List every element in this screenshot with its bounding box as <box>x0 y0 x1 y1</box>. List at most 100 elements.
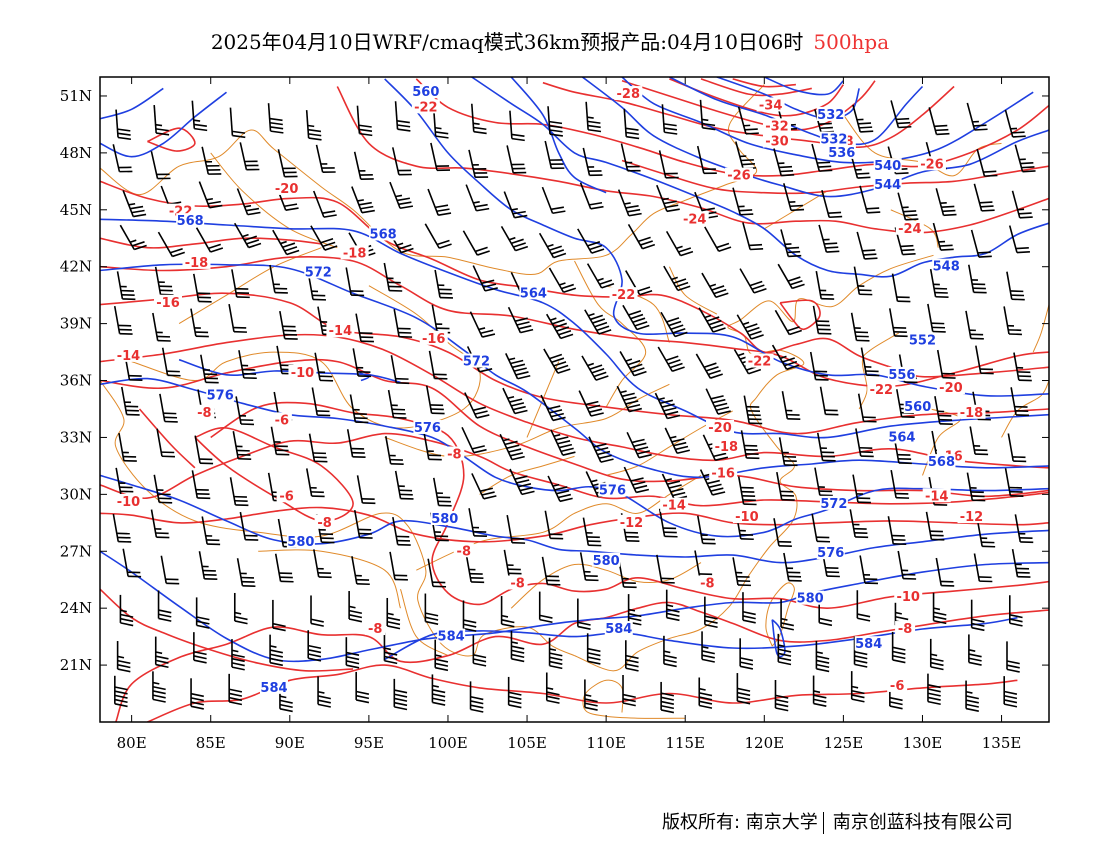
wind-barb <box>229 477 249 507</box>
wind-barb <box>310 225 338 251</box>
height-label-bg <box>887 366 916 381</box>
wind-barb <box>935 557 955 587</box>
wind-barb <box>1003 676 1018 708</box>
wind-barb <box>198 551 218 581</box>
wind-barb <box>856 590 871 622</box>
wind-barb <box>658 150 679 179</box>
wind-barb <box>694 550 713 580</box>
y-tick-label: 51N <box>60 87 92 105</box>
wind-barb <box>507 676 522 709</box>
wind-barb <box>190 678 204 710</box>
wind-barb <box>586 633 601 665</box>
wind-barb <box>578 390 604 417</box>
wind-barb <box>859 555 879 585</box>
temperature-label: -26 <box>920 157 944 172</box>
wind-barb <box>777 263 805 290</box>
temperature-label-bg <box>887 677 908 692</box>
height-label-bg <box>206 387 235 402</box>
wind-barb <box>850 312 870 342</box>
height-label: 564 <box>520 286 547 301</box>
wind-barb <box>506 145 527 174</box>
height-label: 576 <box>817 546 844 561</box>
wind-barb <box>120 386 140 416</box>
wind-barb <box>236 188 261 216</box>
wind-barb <box>229 107 246 139</box>
wind-barb <box>538 232 567 259</box>
wind-barb <box>195 227 224 253</box>
wind-barb <box>819 386 839 416</box>
wind-barb <box>355 313 374 343</box>
y-tick-label: 42N <box>60 258 92 276</box>
wind-barb <box>701 631 715 663</box>
temperature-label-bg <box>614 86 643 101</box>
wind-barb <box>773 518 792 547</box>
wind-barb <box>310 595 324 627</box>
wind-barb <box>818 224 840 253</box>
wind-barb <box>462 600 477 632</box>
wind-barb <box>1006 271 1025 301</box>
temperature-contour <box>100 180 1049 378</box>
height-label-bg <box>854 636 883 651</box>
wind-barb <box>665 589 680 622</box>
temperature-label-bg <box>917 156 946 171</box>
wind-barb <box>231 269 250 299</box>
wind-barb <box>577 598 591 630</box>
temperature-label-bg <box>365 621 386 636</box>
wind-barb <box>966 102 988 131</box>
temperature-label: -22 <box>748 355 772 370</box>
wind-barb <box>860 347 880 377</box>
wind-barb <box>853 636 868 668</box>
wind-barb <box>740 430 760 460</box>
temperature-label-bg <box>114 347 143 362</box>
height-label: 544 <box>874 178 901 193</box>
wind-barb <box>425 385 445 415</box>
temperature-label-bg <box>706 419 735 434</box>
temperature-label-bg <box>680 211 709 226</box>
temperature-label: -28 <box>617 87 641 102</box>
height-label-bg <box>927 454 956 469</box>
wind-barb <box>201 516 221 546</box>
temperature-contour <box>779 299 821 331</box>
height-label-bg <box>827 144 856 159</box>
wind-barb <box>929 638 944 671</box>
wind-barb <box>383 632 398 665</box>
wind-barb <box>228 304 247 333</box>
wind-barb <box>385 436 404 465</box>
wind-barb <box>119 224 147 251</box>
wind-barb <box>855 428 874 458</box>
wind-barb <box>200 354 219 384</box>
temperature-label: -12 <box>620 516 644 531</box>
temperature-label-bg <box>276 488 297 503</box>
wind-barb <box>272 229 300 256</box>
wind-barb <box>506 515 526 544</box>
wind-barb <box>657 346 685 372</box>
temperature-label-bg <box>957 509 986 524</box>
wind-barb <box>897 550 917 580</box>
wind-barb <box>201 146 222 175</box>
wind-barb <box>239 511 259 541</box>
wind-barb <box>192 273 212 303</box>
temperature-label: -8 <box>197 406 211 421</box>
plot-frame <box>99 76 1050 723</box>
wind-barb <box>461 426 487 454</box>
temperature-label: -34 <box>759 98 783 113</box>
height-label-bg <box>286 533 315 548</box>
wind-barb <box>198 181 223 209</box>
temperature-contour <box>100 506 1049 543</box>
temperature-label: -32 <box>765 119 789 134</box>
height-label: 568 <box>177 214 204 229</box>
height-label: 572 <box>463 355 490 370</box>
x-tick-label: 90E <box>275 734 305 752</box>
wind-barb <box>394 101 411 132</box>
boundary-line <box>843 114 1002 177</box>
wind-barb <box>586 263 615 289</box>
height-label-bg <box>462 353 491 368</box>
wind-barb <box>579 552 599 582</box>
wind-barb <box>736 673 751 705</box>
wind-barb <box>732 187 754 216</box>
wind-barb <box>891 273 911 303</box>
wind-barb <box>577 228 605 254</box>
wind-barb <box>548 267 577 294</box>
wind-barb <box>849 150 871 179</box>
wind-barb <box>468 508 487 537</box>
